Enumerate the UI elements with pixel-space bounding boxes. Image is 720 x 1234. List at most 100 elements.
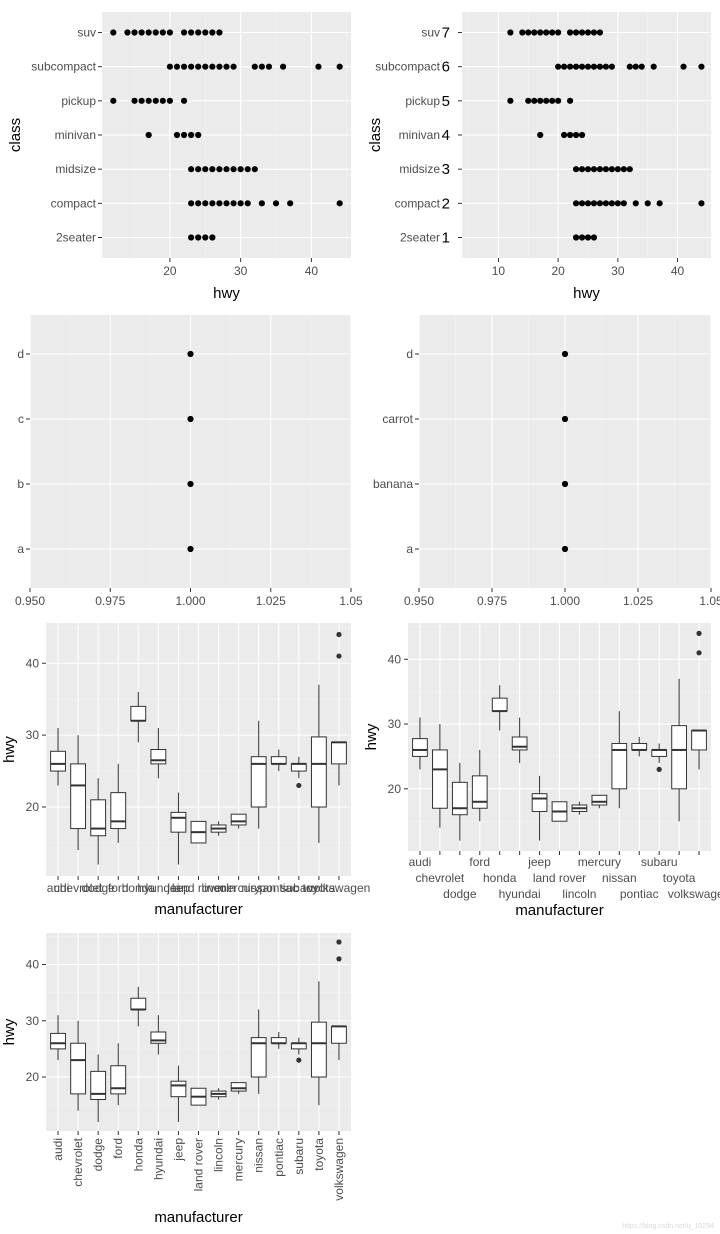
box-iqr bbox=[70, 763, 87, 830]
x-tick-label: mercury bbox=[232, 1138, 246, 1181]
data-point bbox=[195, 166, 202, 173]
data-point bbox=[656, 200, 663, 207]
data-point bbox=[209, 200, 216, 207]
x-tick-label: honda bbox=[131, 1138, 145, 1172]
y-numeric-label: 1 bbox=[442, 230, 450, 247]
data-point bbox=[195, 200, 202, 207]
box-iqr bbox=[611, 742, 628, 790]
box-subaru bbox=[290, 1037, 307, 1063]
box-volkswagen bbox=[331, 631, 347, 786]
y-tick-label: minivan bbox=[55, 128, 96, 142]
y-tick-label: 30 bbox=[26, 728, 40, 742]
box-chevrolet bbox=[70, 1020, 87, 1111]
outlier-point bbox=[336, 653, 342, 659]
box-iqr bbox=[270, 756, 287, 765]
y-tick-label: suv bbox=[77, 26, 96, 40]
y-tick-label: 40 bbox=[26, 958, 40, 972]
y-tick-label: 20 bbox=[26, 1070, 40, 1084]
data-point bbox=[632, 63, 639, 70]
data-point bbox=[537, 29, 544, 36]
data-point bbox=[180, 63, 188, 70]
box-iqr bbox=[230, 813, 247, 826]
data-point bbox=[572, 234, 580, 241]
y-tick-label: d bbox=[17, 347, 24, 361]
data-point bbox=[188, 234, 195, 241]
data-point bbox=[251, 63, 258, 70]
x-tick-label: mercury bbox=[578, 855, 621, 869]
data-point bbox=[230, 200, 237, 207]
data-point bbox=[555, 97, 562, 104]
data-point bbox=[145, 29, 152, 36]
box-iqr bbox=[50, 1032, 66, 1050]
data-point bbox=[195, 29, 202, 36]
watermark: https://blog.csdn.net/u_10294 bbox=[622, 1223, 714, 1230]
x-tick-label: 1.05 bbox=[699, 594, 720, 608]
data-point bbox=[602, 166, 610, 173]
box-land-rover bbox=[190, 1087, 207, 1106]
x-tick-label: honda bbox=[483, 871, 517, 885]
data-point bbox=[584, 63, 592, 70]
x-axis-title: manufacturer bbox=[515, 902, 603, 919]
data-point bbox=[525, 29, 532, 36]
outlier-point bbox=[696, 630, 702, 636]
data-point bbox=[650, 63, 657, 70]
data-point bbox=[555, 29, 562, 36]
box-lincoln bbox=[210, 1088, 227, 1100]
box-iqr bbox=[250, 1037, 267, 1078]
box-iqr bbox=[671, 725, 687, 790]
box-iqr bbox=[110, 1065, 127, 1095]
x-tick-label: toyota bbox=[663, 871, 696, 885]
data-point bbox=[549, 29, 556, 36]
y-tick-label: compact bbox=[395, 196, 441, 210]
x-tick-label: 0.950 bbox=[404, 594, 434, 608]
y-tick-label: 40 bbox=[388, 652, 402, 666]
box-hyundai bbox=[150, 1015, 167, 1055]
y-numeric-label: 2 bbox=[442, 195, 450, 212]
y-tick-label: d bbox=[406, 347, 413, 361]
data-point bbox=[336, 63, 343, 70]
x-tick-label: hyundai bbox=[137, 881, 179, 895]
data-point bbox=[626, 63, 633, 70]
data-point bbox=[180, 131, 188, 139]
data-point bbox=[602, 200, 610, 207]
data-point bbox=[188, 131, 195, 139]
box-toyota bbox=[310, 684, 327, 843]
x-tick-label: 1.000 bbox=[550, 594, 580, 608]
x-tick-label: 10 bbox=[492, 264, 506, 278]
y-axis-title: hwy bbox=[1, 736, 18, 763]
y-tick-label: midsize bbox=[399, 162, 440, 176]
data-point bbox=[698, 63, 705, 70]
y-tick-label: subcompact bbox=[375, 60, 440, 74]
data-point bbox=[152, 29, 159, 36]
data-point bbox=[572, 166, 580, 173]
data-point bbox=[698, 200, 705, 207]
x-tick-label: 40 bbox=[305, 264, 319, 278]
data-point bbox=[561, 480, 569, 488]
data-point bbox=[572, 200, 580, 207]
data-point bbox=[596, 63, 604, 70]
x-tick-label: 0.975 bbox=[95, 594, 125, 608]
box-mercury bbox=[230, 1082, 247, 1094]
data-point bbox=[590, 29, 598, 36]
x-tick-label: hyundai bbox=[151, 1138, 165, 1180]
x-tick-label: toyota bbox=[312, 1138, 326, 1171]
chart-p4: a banana carrot d 0.950 0.975 1.000 1.025 1.05 bbox=[373, 315, 720, 608]
x-tick-label: pontiac bbox=[620, 887, 659, 901]
data-point bbox=[195, 234, 202, 241]
box-iqr bbox=[310, 1021, 327, 1078]
data-point bbox=[188, 200, 195, 207]
x-tick-label: jeep bbox=[171, 1138, 185, 1162]
data-point bbox=[159, 97, 166, 104]
box-iqr bbox=[331, 741, 347, 765]
data-point bbox=[279, 63, 287, 70]
x-tick-label: nissan bbox=[241, 881, 276, 895]
y-tick-label: compact bbox=[51, 196, 97, 210]
data-point bbox=[216, 166, 223, 173]
box-nissan bbox=[611, 711, 628, 809]
data-point bbox=[258, 200, 265, 207]
x-axis-title: manufacturer bbox=[154, 1209, 242, 1226]
y-tick-label: banana bbox=[373, 477, 413, 491]
outlier-point bbox=[336, 631, 342, 638]
data-point bbox=[614, 166, 621, 173]
